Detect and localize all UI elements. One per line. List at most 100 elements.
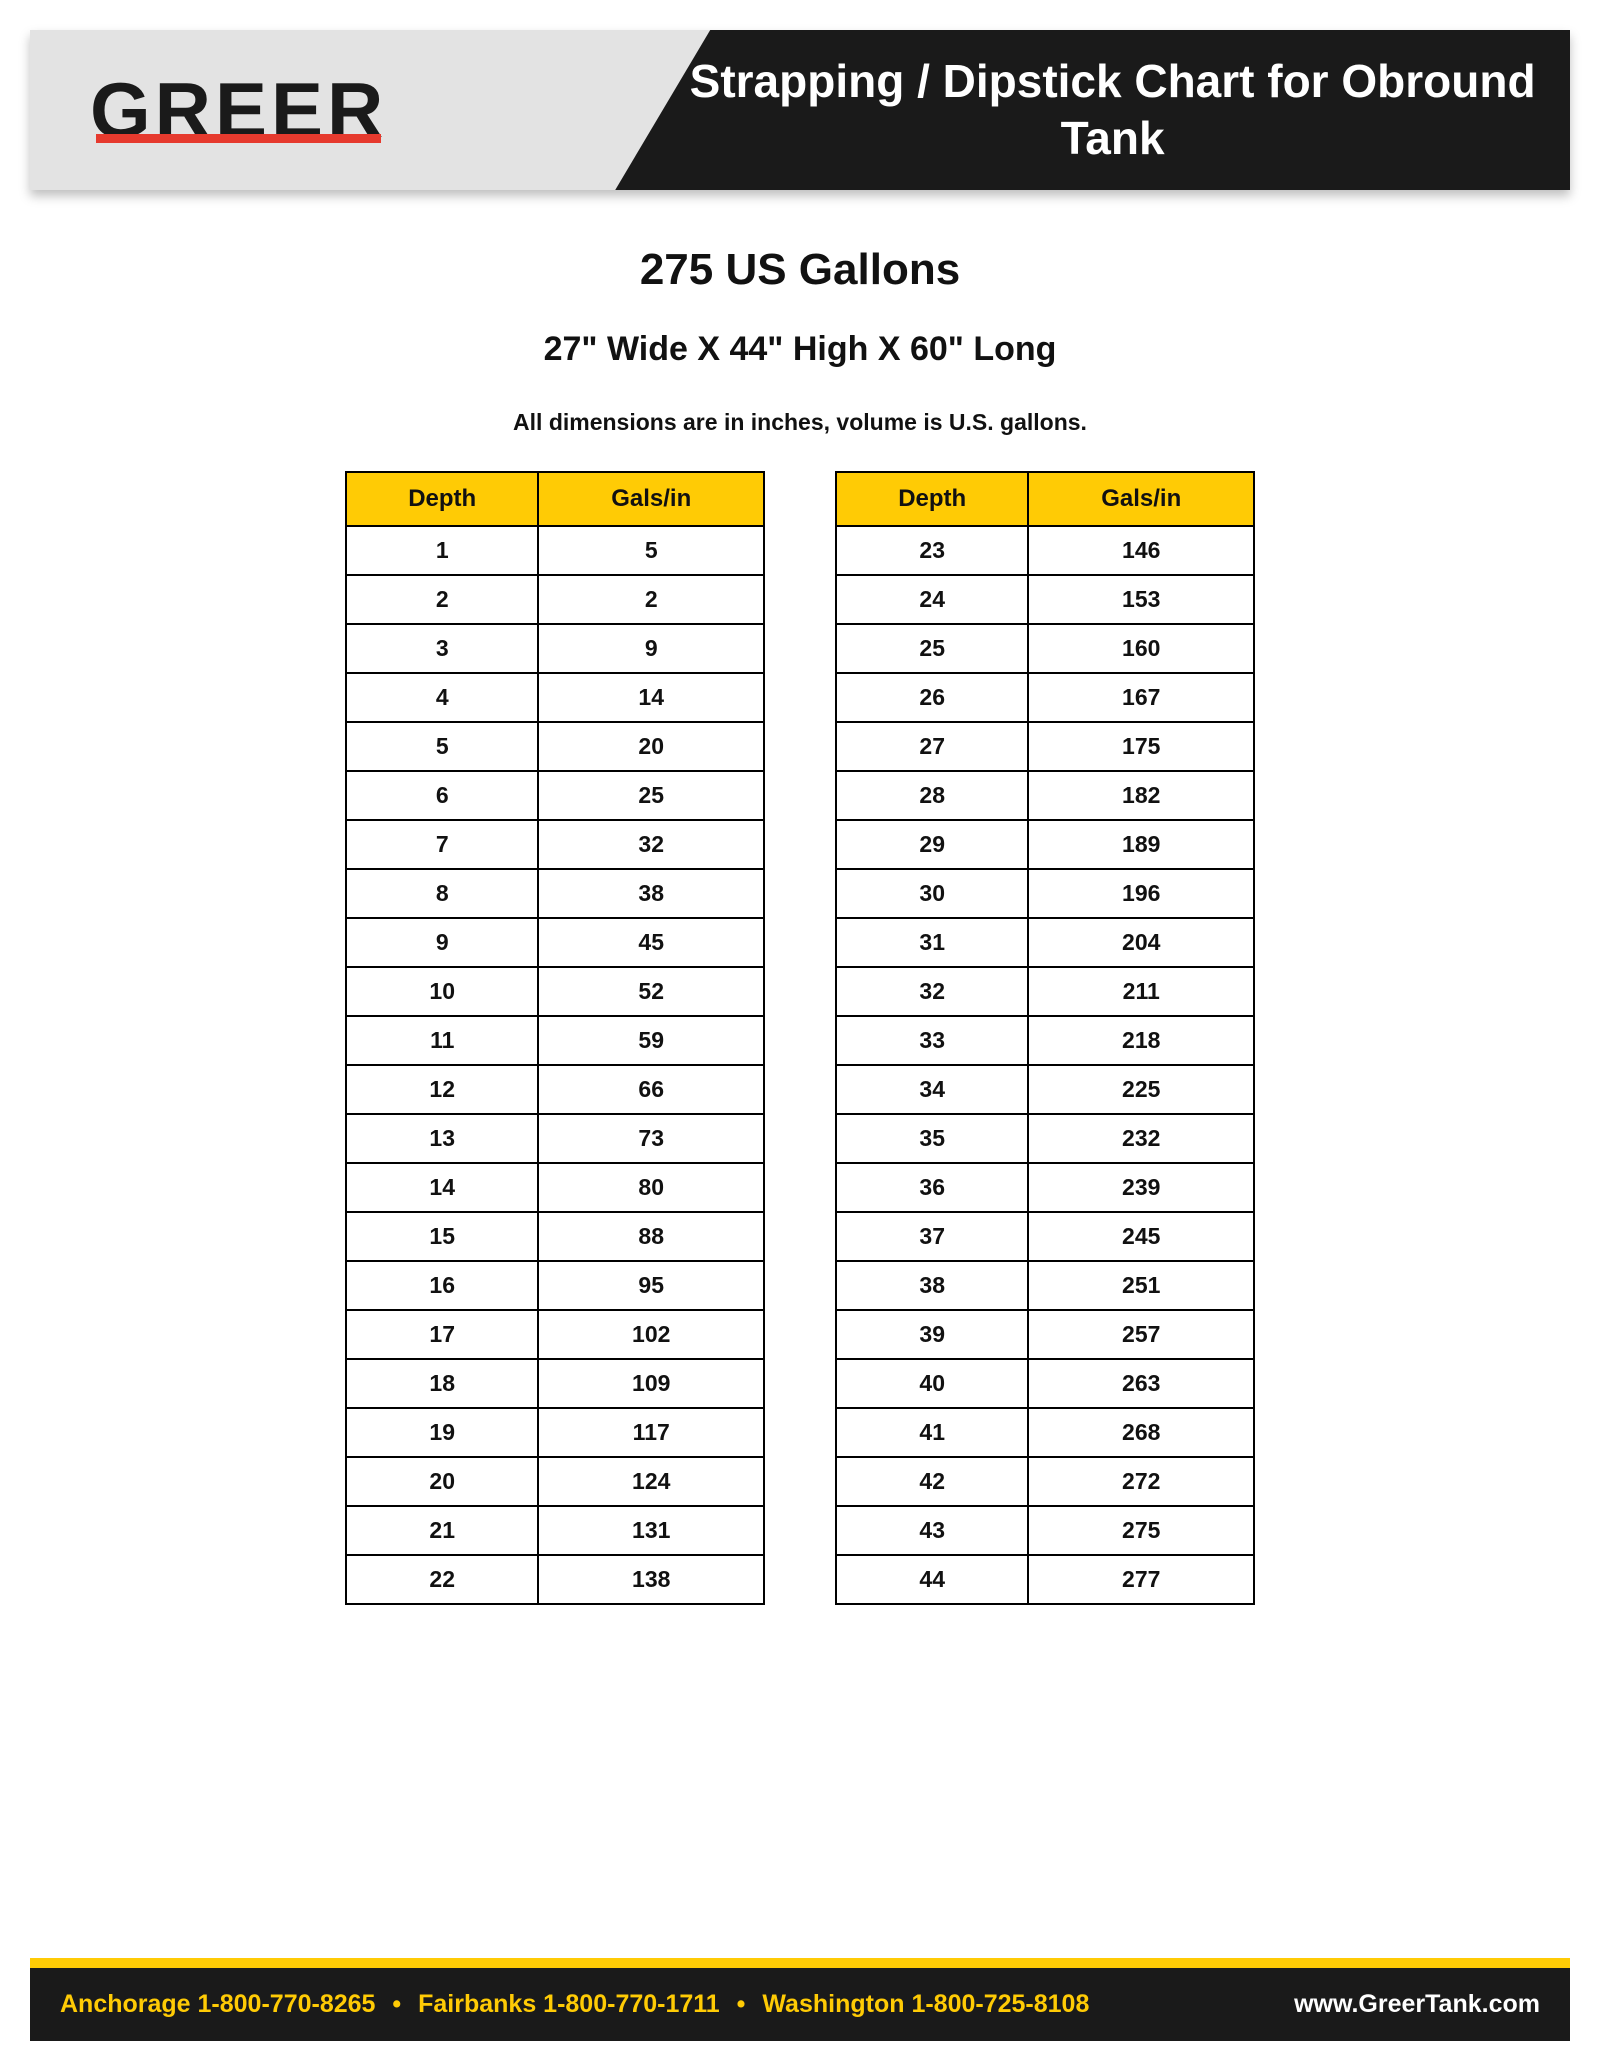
contact-anchorage: Anchorage 1-800-770-8265 — [60, 1990, 375, 2018]
cell-depth: 33 — [836, 1016, 1028, 1065]
col-header-depth: Depth — [836, 472, 1028, 526]
table-row: 38251 — [836, 1261, 1254, 1310]
table-row: 1052 — [346, 967, 764, 1016]
cell-depth: 41 — [836, 1408, 1028, 1457]
table-row: 1266 — [346, 1065, 764, 1114]
footer: Anchorage 1-800-770-8265 • Fairbanks 1-8… — [30, 1918, 1570, 2041]
table-row: 945 — [346, 918, 764, 967]
cell-gals: 80 — [538, 1163, 764, 1212]
cell-gals: 160 — [1028, 624, 1254, 673]
cell-gals: 73 — [538, 1114, 764, 1163]
header-banner: GREER Strapping / Dipstick Chart for Obr… — [30, 30, 1570, 190]
capacity-title: 275 US Gallons — [30, 245, 1570, 295]
table-row: 1159 — [346, 1016, 764, 1065]
cell-depth: 30 — [836, 869, 1028, 918]
cell-gals: 102 — [538, 1310, 764, 1359]
cell-depth: 3 — [346, 624, 538, 673]
cell-depth: 36 — [836, 1163, 1028, 1212]
table-row: 1588 — [346, 1212, 764, 1261]
footer-bar: Anchorage 1-800-770-8265 • Fairbanks 1-8… — [30, 1968, 1570, 2041]
table-row: 37245 — [836, 1212, 1254, 1261]
cell-depth: 2 — [346, 575, 538, 624]
table-row: 32211 — [836, 967, 1254, 1016]
logo-underline — [96, 134, 381, 143]
cell-depth: 6 — [346, 771, 538, 820]
cell-gals: 204 — [1028, 918, 1254, 967]
header-title: Strapping / Dipstick Chart for Obround T… — [615, 53, 1570, 168]
cell-depth: 29 — [836, 820, 1028, 869]
table-row: 15 — [346, 526, 764, 575]
cell-depth: 43 — [836, 1506, 1028, 1555]
table-row: 39257 — [836, 1310, 1254, 1359]
cell-depth: 8 — [346, 869, 538, 918]
table-row: 625 — [346, 771, 764, 820]
table-row: 24153 — [836, 575, 1254, 624]
cell-depth: 4 — [346, 673, 538, 722]
cell-gals: 196 — [1028, 869, 1254, 918]
cell-depth: 19 — [346, 1408, 538, 1457]
cell-gals: 167 — [1028, 673, 1254, 722]
cell-gals: 52 — [538, 967, 764, 1016]
cell-gals: 66 — [538, 1065, 764, 1114]
cell-gals: 251 — [1028, 1261, 1254, 1310]
cell-depth: 13 — [346, 1114, 538, 1163]
cell-depth: 22 — [346, 1555, 538, 1604]
cell-depth: 34 — [836, 1065, 1028, 1114]
table-row: 31204 — [836, 918, 1254, 967]
table-row: 27175 — [836, 722, 1254, 771]
cell-gals: 88 — [538, 1212, 764, 1261]
contact-washington: Washington 1-800-725-8108 — [762, 1990, 1089, 2018]
table-row: 30196 — [836, 869, 1254, 918]
page: GREER Strapping / Dipstick Chart for Obr… — [0, 0, 1600, 2071]
tables-container: Depth Gals/in 15223941452062573283894510… — [30, 471, 1570, 1605]
cell-depth: 17 — [346, 1310, 538, 1359]
footer-url: www.GreerTank.com — [1294, 1990, 1540, 2019]
table-row: 17102 — [346, 1310, 764, 1359]
cell-gals: 263 — [1028, 1359, 1254, 1408]
cell-depth: 14 — [346, 1163, 538, 1212]
footer-stripe — [30, 1958, 1570, 1968]
cell-depth: 40 — [836, 1359, 1028, 1408]
table-row: 21131 — [346, 1506, 764, 1555]
cell-depth: 23 — [836, 526, 1028, 575]
table-row: 1480 — [346, 1163, 764, 1212]
cell-gals: 109 — [538, 1359, 764, 1408]
table-row: 520 — [346, 722, 764, 771]
cell-gals: 277 — [1028, 1555, 1254, 1604]
cell-depth: 18 — [346, 1359, 538, 1408]
logo: GREER — [90, 71, 387, 149]
cell-depth: 38 — [836, 1261, 1028, 1310]
separator-icon: • — [727, 1990, 756, 2018]
cell-gals: 272 — [1028, 1457, 1254, 1506]
cell-gals: 124 — [538, 1457, 764, 1506]
cell-gals: 14 — [538, 673, 764, 722]
table-row: 838 — [346, 869, 764, 918]
table-row: 26167 — [836, 673, 1254, 722]
cell-depth: 31 — [836, 918, 1028, 967]
cell-gals: 131 — [538, 1506, 764, 1555]
cell-gals: 257 — [1028, 1310, 1254, 1359]
footer-contacts: Anchorage 1-800-770-8265 • Fairbanks 1-8… — [60, 1990, 1089, 2019]
cell-depth: 16 — [346, 1261, 538, 1310]
cell-depth: 21 — [346, 1506, 538, 1555]
table-row: 41268 — [836, 1408, 1254, 1457]
cell-depth: 26 — [836, 673, 1028, 722]
chart-table-right: Depth Gals/in 23146241532516026167271752… — [835, 471, 1255, 1605]
cell-depth: 11 — [346, 1016, 538, 1065]
table-row: 34225 — [836, 1065, 1254, 1114]
table-row: 19117 — [346, 1408, 764, 1457]
table-row: 22138 — [346, 1555, 764, 1604]
cell-depth: 42 — [836, 1457, 1028, 1506]
table-row: 33218 — [836, 1016, 1254, 1065]
col-header-gals: Gals/in — [1028, 472, 1254, 526]
table-row: 29189 — [836, 820, 1254, 869]
cell-depth: 1 — [346, 526, 538, 575]
table-row: 44277 — [836, 1555, 1254, 1604]
cell-gals: 268 — [1028, 1408, 1254, 1457]
table-row: 43275 — [836, 1506, 1254, 1555]
note-text: All dimensions are in inches, volume is … — [30, 409, 1570, 436]
dimensions-title: 27" Wide X 44" High X 60" Long — [30, 330, 1570, 369]
cell-depth: 32 — [836, 967, 1028, 1016]
table-row: 40263 — [836, 1359, 1254, 1408]
table-row: 23146 — [836, 526, 1254, 575]
